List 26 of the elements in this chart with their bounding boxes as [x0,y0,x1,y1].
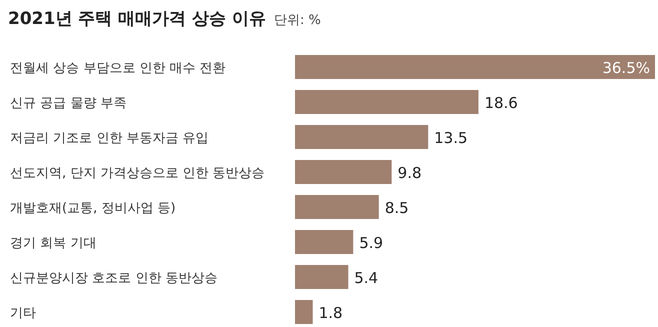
y-tick-label: 개발호재(교통, 정비사업 등) [10,201,176,216]
bar [295,300,313,324]
bar [295,125,428,149]
y-tick-label: 경기 회복 기대 [10,236,96,251]
bar [295,160,392,184]
bar [295,55,655,79]
bar [295,230,354,254]
data-label: 1.8 [318,304,343,322]
y-tick-label: 선도지역, 단지 가격상승으로 인한 동반상승 [10,166,265,181]
bar [295,265,348,289]
text: 2021년 주택 매매가격 상승 이유 [8,9,266,29]
data-label: 9.8 [398,164,422,182]
y-tick-label: 신규 공급 물량 부족 [10,96,126,111]
bar [295,195,379,219]
chart-subtitle: 단위: % [274,13,321,28]
data-label: 18.6 [484,94,518,112]
y-tick-label: 저금리 기조로 인한 부동자금 유입 [10,131,209,146]
data-label: 5.4 [354,269,378,287]
data-label: 8.5 [384,199,409,217]
y-tick-label: 신규분양시장 호조로 인한 동반상승 [10,271,218,286]
bar [295,90,478,114]
data-label: 13.5 [434,129,468,147]
y-tick-label: 전월세 상승 부담으로 인한 매수 전환 [10,61,226,76]
data-label: 36.5% [602,59,650,77]
y-tick-label: 기타 [10,306,36,321]
data-label: 5.9 [359,234,384,252]
